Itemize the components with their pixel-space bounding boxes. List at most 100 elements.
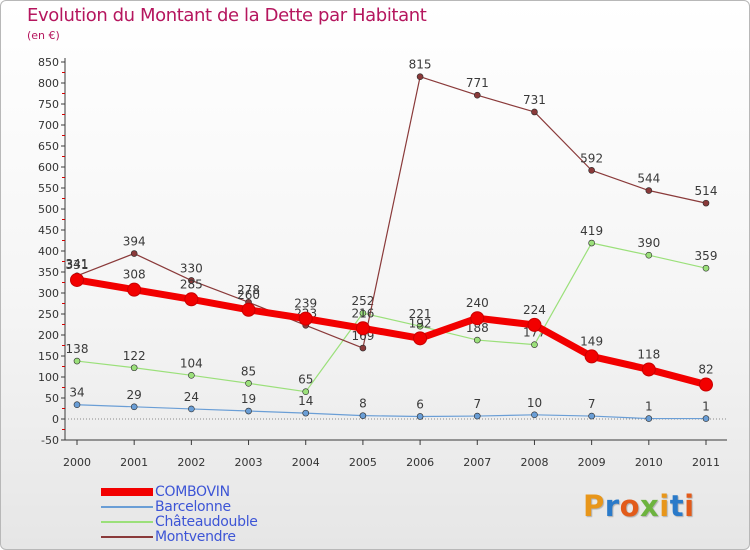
data-point (127, 282, 142, 297)
data-label: 138 (66, 342, 89, 356)
data-point (645, 187, 653, 194)
series-line (76, 242, 707, 393)
data-point (470, 311, 485, 326)
data-label: 29 (127, 388, 142, 402)
x-tick-label: 2007 (463, 456, 491, 469)
data-label: 359 (695, 249, 718, 263)
data-point (355, 321, 370, 336)
data-label: 544 (637, 172, 660, 186)
legend-swatch (101, 521, 153, 523)
data-point (416, 73, 424, 80)
data-label: 8 (359, 397, 367, 411)
y-tick-label: 700 (38, 119, 59, 132)
logo-letter: i (659, 489, 670, 523)
y-tick-label: 500 (38, 203, 59, 216)
data-label: 221 (409, 307, 432, 321)
data-point (73, 401, 81, 409)
series-line (73, 276, 710, 389)
data-label: 10 (527, 396, 542, 410)
data-point (473, 91, 481, 99)
data-point (302, 388, 310, 396)
data-point (702, 415, 710, 422)
x-tick-label: 2003 (235, 456, 263, 469)
series-combovin: 331 308 285 260 239 216 192 240 224 149 118 82 (66, 258, 714, 392)
y-tick-label: 550 (38, 182, 59, 195)
legend-item: Châteaudouble (101, 515, 361, 530)
data-point (73, 357, 81, 365)
data-label: 419 (580, 224, 603, 238)
data-label: 260 (237, 288, 260, 302)
data-point (641, 362, 656, 377)
logo-letter: i (684, 489, 695, 523)
y-tick-label: 650 (38, 140, 59, 153)
legend-item: COMBOVIN (101, 485, 361, 500)
x-tick-label: 2011 (692, 456, 720, 469)
data-point (416, 413, 424, 420)
y-tick-label: 850 (38, 56, 59, 69)
data-point (298, 311, 313, 326)
x-tick-label: 2010 (635, 456, 663, 469)
y-tick-label: 200 (38, 329, 59, 342)
data-label: 104 (180, 356, 203, 370)
data-label: 341 (66, 257, 89, 271)
data-label: 240 (466, 296, 489, 310)
data-label: 252 (351, 294, 374, 308)
legend-label: Châteaudouble (155, 514, 258, 530)
data-label: 285 (180, 277, 203, 291)
data-point (584, 349, 599, 364)
legend-swatch (101, 506, 153, 508)
data-label: 731 (523, 93, 546, 107)
data-label: 14 (298, 394, 313, 408)
x-tick-label: 2006 (406, 456, 434, 469)
x-tick-label: 2000 (63, 456, 91, 469)
data-label: 188 (466, 321, 489, 335)
data-point (130, 364, 138, 372)
legend-item: Montvendre (101, 530, 361, 545)
x-tick-label: 2008 (520, 456, 548, 469)
y-tick-label: 150 (38, 350, 59, 363)
x-tick-label: 2004 (292, 456, 320, 469)
y-tick-label: -50 (41, 434, 59, 447)
x-tick-label: 2009 (578, 456, 606, 469)
data-label: 149 (580, 334, 603, 348)
y-tick-label: 400 (38, 245, 59, 258)
logo-letter: o (619, 489, 641, 523)
data-label: 308 (123, 268, 146, 282)
x-tick-label: 2001 (120, 456, 148, 469)
logo-letter: x (640, 489, 660, 523)
x-tick-label: 2005 (349, 456, 377, 469)
legend-label: Barcelonne (155, 499, 231, 515)
y-tick-label: 50 (45, 392, 59, 405)
data-point (588, 412, 595, 420)
data-point (188, 405, 195, 413)
data-label: 394 (123, 235, 146, 249)
data-point (302, 409, 310, 417)
data-label: 216 (351, 306, 374, 320)
series-montvendre: 341394330278223169815771731592544514 (66, 58, 718, 352)
legend-item: Barcelonne (101, 500, 361, 515)
data-label: 239 (294, 297, 317, 311)
data-label: 7 (473, 397, 481, 411)
data-point (699, 377, 713, 392)
y-tick-label: 100 (38, 371, 59, 384)
y-tick-label: 0 (52, 413, 59, 426)
legend-swatch (101, 536, 153, 538)
data-point (645, 251, 653, 259)
data-point (70, 272, 84, 287)
data-point (359, 344, 367, 352)
data-label: 771 (466, 76, 489, 90)
data-point (413, 331, 428, 346)
data-label: 192 (409, 316, 432, 330)
data-point (245, 379, 252, 387)
data-label: 224 (523, 303, 546, 317)
data-label: 514 (695, 184, 718, 198)
data-point (588, 167, 595, 174)
data-label: 278 (237, 283, 260, 297)
data-label: 82 (698, 363, 713, 377)
logo-letter: P (583, 489, 605, 523)
data-point (130, 250, 138, 257)
data-point (359, 412, 367, 419)
legend-swatch (101, 488, 153, 496)
